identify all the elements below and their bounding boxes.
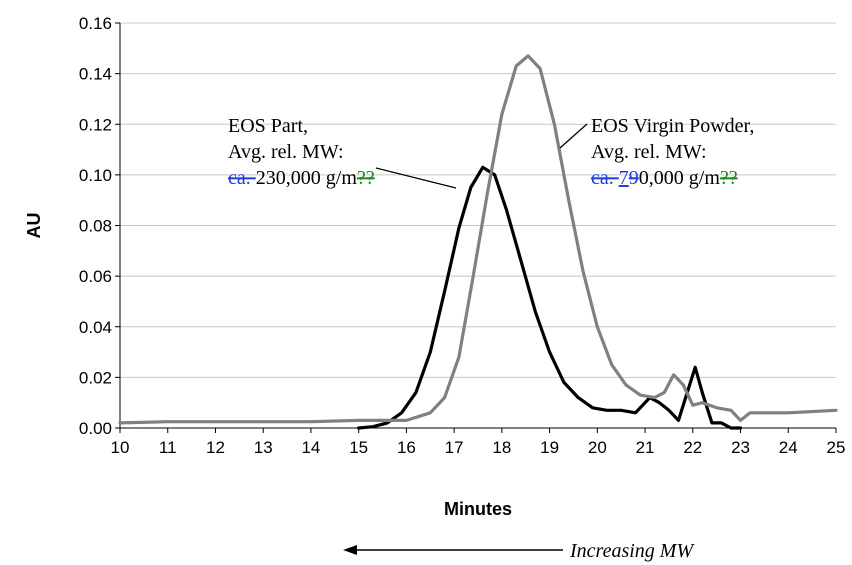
annotation-line: ca. 230,000 g/m?? bbox=[228, 167, 375, 189]
annotation-segment: 230,000 g/m bbox=[256, 167, 358, 189]
annotation-segment: 0,000 g/m bbox=[639, 167, 721, 189]
x-tick-label: 15 bbox=[349, 438, 368, 457]
x-tick-label: 19 bbox=[540, 438, 559, 457]
annotation-leader-line bbox=[375, 167, 457, 189]
annotation-segment: ?? bbox=[720, 167, 738, 189]
x-tick-label: 18 bbox=[492, 438, 511, 457]
y-axis-title: AU bbox=[24, 213, 44, 239]
x-tick-label: 23 bbox=[731, 438, 750, 457]
x-tick-label: 12 bbox=[206, 438, 225, 457]
y-tick-label: 0.12 bbox=[79, 115, 112, 134]
y-tick-label: 0.02 bbox=[79, 368, 112, 387]
caption-group: Increasing MW bbox=[343, 540, 695, 562]
annotation-segment: EOS Virgin Powder, bbox=[591, 115, 754, 137]
y-tick-label: 0.04 bbox=[79, 318, 112, 337]
series-group bbox=[118, 54, 838, 430]
annotation-segment: EOS Part, bbox=[228, 115, 308, 137]
annotation-segment: ca. bbox=[591, 167, 619, 189]
arrow-head-icon bbox=[343, 545, 357, 555]
y-tick-label: 0.00 bbox=[79, 419, 112, 438]
x-tick-label: 10 bbox=[111, 438, 130, 457]
annotation-leader-line bbox=[559, 123, 588, 149]
x-tick-label: 20 bbox=[588, 438, 607, 457]
annotation-2: EOS Virgin Powder, Avg. rel. MW: ca. 790,0… bbox=[559, 115, 754, 189]
y-tick-label: 0.08 bbox=[79, 217, 112, 236]
annotations: EOS Part,Avg. rel. MW:ca. 230,000 g/m??E… bbox=[228, 115, 754, 189]
annotation-segment: Avg. rel. MW: bbox=[228, 141, 344, 163]
x-tick-label: 13 bbox=[254, 438, 273, 457]
y-tick-label: 0.14 bbox=[79, 65, 112, 84]
annotation-line: Avg. rel. MW: bbox=[591, 141, 707, 163]
annotation-segment: ca. bbox=[228, 167, 256, 189]
gridlines bbox=[120, 22, 836, 429]
annotation-segment: 9 bbox=[629, 167, 639, 189]
x-tick-label: 21 bbox=[636, 438, 655, 457]
annotation-line: EOS Part, bbox=[228, 115, 308, 137]
annotation-segment: ?? bbox=[357, 167, 375, 189]
y-tick-label: 0.10 bbox=[79, 166, 112, 185]
axes: 0.00 0.02 0.04 0.06 0.08 0.10 0.12 0.14 0.16 10 11… bbox=[79, 14, 846, 457]
y-tick-label: 0.16 bbox=[79, 14, 112, 33]
y-tick-label: 0.06 bbox=[79, 267, 112, 286]
x-tick-label: 25 bbox=[827, 438, 846, 457]
series-line-1 bbox=[357, 165, 743, 430]
x-axis-title: Minutes bbox=[444, 499, 512, 519]
x-tick-label: 16 bbox=[397, 438, 416, 457]
annotation-segment: 7 bbox=[619, 167, 629, 189]
x-tick-label: 22 bbox=[683, 438, 702, 457]
annotation-line: Avg. rel. MW: bbox=[228, 141, 344, 163]
increasing-mw-caption: Increasing MW bbox=[569, 540, 695, 562]
series-line-2 bbox=[118, 54, 838, 425]
annotation-segment: Avg. rel. MW: bbox=[591, 141, 707, 163]
x-tick-label: 14 bbox=[301, 438, 320, 457]
annotation-1: EOS Part, Avg. rel. MW: ca. 230,000 g/m?? bbox=[228, 115, 457, 189]
annotation-line: ca. 790,000 g/m?? bbox=[591, 167, 738, 189]
annotation-line: EOS Virgin Powder, bbox=[591, 115, 754, 137]
x-tick-label: 17 bbox=[445, 438, 464, 457]
x-tick-label: 11 bbox=[159, 438, 177, 457]
x-tick-label: 24 bbox=[779, 438, 798, 457]
